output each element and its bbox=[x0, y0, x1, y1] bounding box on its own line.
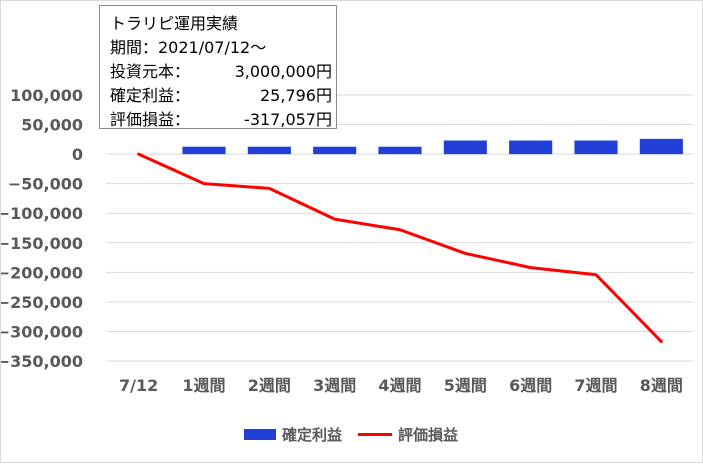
x-tick-label: 5週間 bbox=[444, 376, 487, 395]
x-tick-label: 2週間 bbox=[248, 376, 291, 395]
x-tick-label: 1週間 bbox=[182, 376, 225, 395]
bar-realized-profit bbox=[574, 140, 618, 155]
y-tick-label: 0 bbox=[72, 145, 83, 164]
y-tick-label: 100,000 bbox=[10, 86, 83, 105]
info-label: 投資元本： bbox=[110, 62, 191, 81]
y-tick-label: 50,000 bbox=[21, 116, 83, 135]
legend-label-unrealized: 評価損益 bbox=[398, 426, 459, 444]
info-row-realized: 確定利益： 25,796円 bbox=[110, 84, 336, 108]
legend-swatch-unrealized bbox=[358, 433, 393, 436]
y-tick-label: −250,000 bbox=[1, 293, 83, 312]
bar-realized-profit bbox=[313, 146, 357, 155]
x-tick-label: 8週間 bbox=[640, 376, 683, 395]
line-unrealized-pl bbox=[137, 152, 663, 344]
bar-realized-profit bbox=[509, 140, 553, 155]
legend-label-realized: 確定利益 bbox=[282, 426, 343, 444]
x-tick-label: 6週間 bbox=[509, 376, 552, 395]
x-tick-label: 4週間 bbox=[378, 376, 421, 395]
y-tick-label: −300,000 bbox=[1, 322, 83, 341]
bar-realized-profit bbox=[639, 138, 683, 155]
info-title: トラリピ運用実績 bbox=[110, 14, 239, 33]
bar-realized-profit bbox=[182, 146, 226, 155]
info-row-principal: 投資元本： 3,000,000円 bbox=[110, 60, 336, 84]
bar-realized-profit bbox=[378, 146, 422, 155]
y-tick-label: −350,000 bbox=[1, 352, 83, 371]
info-label: 確定利益： bbox=[110, 86, 191, 105]
info-box: トラリピ運用実績 期間：2021/07/12～ 投資元本： 3,000,000円… bbox=[99, 5, 337, 129]
legend-swatch-realized bbox=[244, 429, 276, 440]
bar-realized-profit bbox=[443, 140, 487, 155]
info-value: 3,000,000円 bbox=[234, 62, 332, 81]
bar-realized-profit bbox=[247, 146, 291, 155]
legend: 確定利益 評価損益 bbox=[244, 424, 458, 445]
y-tick-label: −200,000 bbox=[1, 263, 83, 282]
info-value: 25,796円 bbox=[260, 86, 332, 105]
x-tick-label: 7週間 bbox=[574, 376, 617, 395]
y-tick-label: −150,000 bbox=[1, 234, 83, 253]
info-row-unrealized: 評価損益： -317,057円 bbox=[110, 108, 336, 132]
y-tick-label: −100,000 bbox=[1, 204, 83, 223]
x-tick-label: 3週間 bbox=[313, 376, 356, 395]
y-tick-label: −50,000 bbox=[8, 175, 83, 194]
x-tick-label: 7/12 bbox=[119, 376, 158, 395]
info-label: 評価損益： bbox=[110, 110, 191, 129]
info-value: -317,057円 bbox=[244, 110, 332, 129]
info-period: 期間：2021/07/12～ bbox=[110, 38, 267, 57]
